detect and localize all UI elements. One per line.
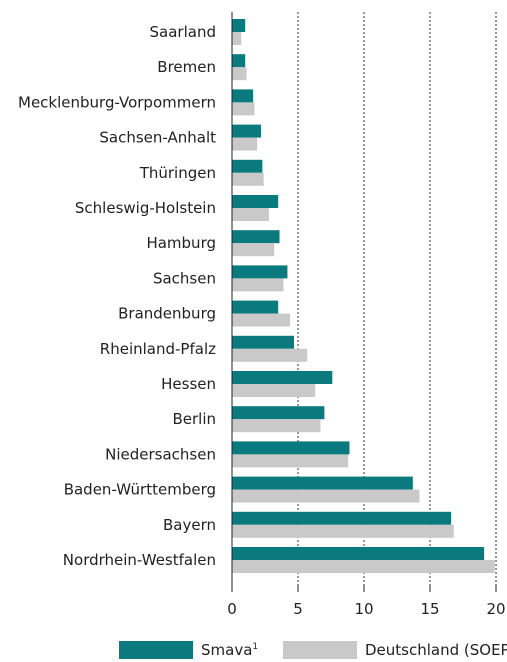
category-label-14: Bayern: [163, 516, 216, 534]
legend-label-soep: Deutschland (SOEP): [365, 641, 507, 659]
bar-smava-15: [232, 547, 485, 560]
category-label-9: Rheinland-Pfalz: [100, 340, 216, 358]
bar-smava-4: [232, 159, 263, 173]
category-label-3: Sachsen-Anhalt: [99, 129, 216, 147]
bar-smava-6: [232, 230, 280, 244]
x-tick-label-0: 0: [227, 600, 237, 618]
bar-soep-0: [232, 32, 242, 45]
legend-swatch-smava: [119, 641, 193, 659]
bar-soep-5: [232, 208, 269, 221]
category-label-4: Thüringen: [139, 164, 216, 182]
x-tick-label-5: 5: [293, 600, 303, 618]
legend-swatch-soep: [283, 641, 357, 659]
x-tick-label-10: 10: [354, 600, 373, 618]
bar-smava-11: [232, 406, 325, 420]
bar-smava-7: [232, 265, 288, 279]
category-label-2: Mecklenburg-Vorpommern: [18, 93, 216, 111]
legend: Smava1 Deutschland (SOEP)2: [0, 640, 507, 662]
bars: [232, 19, 495, 573]
category-labels: Saarland Bremen Mecklenburg-Vorpommern Sach…: [18, 23, 216, 569]
bar-soep-11: [232, 419, 321, 433]
bar-smava-8: [232, 300, 279, 314]
category-label-5: Schleswig-Holstein: [75, 199, 216, 217]
category-label-15: Nordrhein-Westfalen: [63, 551, 216, 569]
bar-smava-10: [232, 371, 333, 384]
bar-soep-10: [232, 384, 316, 397]
bar-soep-13: [232, 489, 420, 503]
legend-item-smava: Smava1: [119, 640, 258, 660]
bar-smava-3: [232, 124, 262, 138]
bar-chart: Saarland Bremen Mecklenburg-Vorpommern Sach…: [18, 12, 506, 618]
legend-label-smava: Smava: [201, 641, 253, 659]
legend-footnote-smava: 1: [252, 642, 259, 652]
bar-smava-5: [232, 195, 279, 208]
bar-soep-14: [232, 524, 454, 538]
grid-lines: [297, 12, 497, 582]
category-label-0: Saarland: [150, 23, 216, 41]
category-label-10: Hessen: [161, 375, 216, 393]
bar-soep-9: [232, 348, 308, 362]
bar-smava-13: [232, 476, 413, 490]
bar-soep-4: [232, 172, 264, 186]
bar-smava-0: [232, 19, 246, 32]
category-label-8: Brandenburg: [118, 305, 216, 323]
legend-item-soep: Deutschland (SOEP)2: [283, 640, 507, 660]
bar-soep-8: [232, 313, 291, 327]
bar-smava-1: [232, 54, 246, 68]
category-label-12: Niedersachsen: [105, 445, 216, 463]
bar-soep-7: [232, 278, 284, 292]
category-label-11: Berlin: [172, 410, 216, 428]
bar-smava-12: [232, 441, 350, 455]
category-label-1: Bremen: [157, 58, 216, 76]
bar-soep-6: [232, 243, 275, 257]
bar-soep-12: [232, 454, 349, 468]
x-tick-label-15: 15: [420, 600, 439, 618]
category-label-7: Sachsen: [153, 269, 216, 287]
category-label-6: Hamburg: [146, 234, 216, 252]
bar-smava-2: [232, 89, 254, 103]
x-axis: 0 5 10 15 20: [227, 12, 506, 618]
x-tick-label-20: 20: [486, 600, 505, 618]
bar-soep-2: [232, 102, 255, 116]
bar-smava-14: [232, 511, 452, 525]
bar-soep-3: [232, 137, 258, 151]
category-label-13: Baden-Württemberg: [64, 481, 216, 499]
bar-soep-1: [232, 67, 247, 81]
bar-smava-9: [232, 335, 295, 349]
bar-soep-15: [232, 560, 495, 573]
